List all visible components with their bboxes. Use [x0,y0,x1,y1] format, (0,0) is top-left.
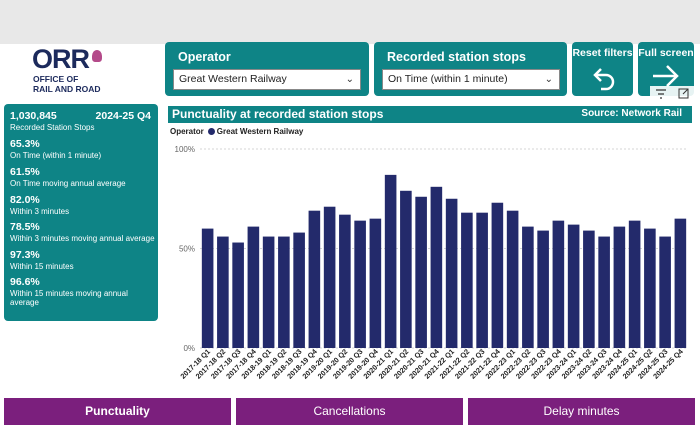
operator-dropdown[interactable]: Great Western Railway ⌄ [173,69,361,90]
tab-delay-minutes[interactable]: Delay minutes [468,398,695,425]
undo-arrow-icon [592,68,614,91]
chart-bar[interactable] [308,210,321,348]
legend-title: Operator [170,127,204,136]
kpi-period: 2024-25 Q4 [95,110,151,122]
chart-bar[interactable] [583,230,595,348]
kpi-label: Within 3 minutes [10,207,70,216]
chart-bar[interactable] [369,218,382,348]
orr-logo: ORR OFFICE OF RAIL AND ROAD [32,46,107,98]
reset-filters-button[interactable]: Reset filters [572,42,633,96]
arrow-right-icon [653,65,679,87]
chart-bar[interactable] [354,220,366,348]
chart-bar[interactable] [445,198,458,348]
chevron-down-icon: ⌄ [544,74,553,85]
chart-bar[interactable] [644,228,656,348]
kpi-label: Within 15 minutes moving annual average [10,289,128,307]
crest-icon [92,50,102,62]
chart-bar[interactable] [415,196,427,348]
expand-icon[interactable] [678,88,689,99]
chart-bar[interactable] [476,212,488,348]
kpi-panel: 2024-25 Q4 1,030,845 Recorded Station St… [4,104,158,321]
chart-bar[interactable] [232,242,244,348]
chart-bar[interactable] [384,174,397,348]
chart-bar[interactable] [278,236,290,348]
kpi-value: 61.5% [10,166,40,178]
kpi-value: 96.6% [10,276,40,288]
tab-cancellations[interactable]: Cancellations [236,398,463,425]
chart-bar[interactable] [293,232,305,348]
chevron-down-icon: ⌄ [345,74,354,85]
chart-bar[interactable] [613,226,626,348]
stops-dropdown-value: On Time (within 1 minute) [388,73,508,85]
chart-bar[interactable] [659,236,671,348]
chart-legend: Operator Great Western Railway [170,127,303,136]
filter-icon[interactable] [656,89,666,99]
chart-bar[interactable] [506,210,519,348]
kpi-value: 78.5% [10,221,40,233]
chart-bar[interactable] [262,236,275,348]
kpi-label: Within 15 minutes [10,262,74,271]
kpi-value: 1,030,845 [10,110,57,122]
y-tick-label: 50% [179,245,195,254]
stops-filter-panel: Recorded station stops On Time (within 1… [374,42,567,96]
kpi-value: 65.3% [10,138,40,150]
reset-filters-label: Reset filters [572,47,633,59]
chart-bar[interactable] [491,202,504,348]
y-tick-label: 100% [175,145,195,154]
chart-bar[interactable] [201,228,214,348]
full-screen-label: Full screen [638,47,694,59]
top-bar [0,0,700,44]
chart-source: Source: Network Rail [581,108,682,119]
chart-bar[interactable] [400,190,412,348]
chart-bar[interactable] [628,220,641,348]
kpi-value: 82.0% [10,194,40,206]
kpi-label: Within 3 minutes moving annual average [10,234,155,243]
tab-punctuality[interactable]: Punctuality [4,398,231,425]
chart-bar[interactable] [430,186,443,348]
operator-filter-label: Operator [178,50,231,64]
legend-marker [207,128,215,135]
y-tick-label: 0% [183,344,195,353]
operator-filter-panel: Operator Great Western Railway ⌄ [165,42,369,96]
chart-bar[interactable] [537,230,549,348]
chart-bar[interactable] [461,212,473,348]
chart-header: Punctuality at recorded station stops So… [168,106,692,123]
stops-filter-label: Recorded station stops [387,50,526,64]
kpi-label: On Time (within 1 minute) [10,151,102,160]
chart-bar[interactable] [552,220,565,348]
chart-bar[interactable] [323,206,336,348]
legend-series: Great Western Railway [216,127,304,136]
chart-bar[interactable] [217,236,229,348]
chart-bar[interactable] [339,214,351,348]
logo-text: OFFICE OF RAIL AND ROAD [33,74,101,94]
visual-header-icons [650,86,698,102]
chart-bar[interactable] [598,236,610,348]
kpi-label: Recorded Station Stops [10,123,95,132]
chart-bar[interactable] [674,218,687,348]
logo-mark: ORR [32,44,90,74]
chart-bar[interactable] [522,226,534,348]
kpi-value: 97.3% [10,249,40,261]
chart-bar[interactable] [247,226,260,348]
kpi-label: On Time moving annual average [10,179,126,188]
chart-title: Punctuality at recorded station stops [172,107,384,121]
chart-bar[interactable] [567,224,580,348]
operator-dropdown-value: Great Western Railway [179,73,287,85]
stops-dropdown[interactable]: On Time (within 1 minute) ⌄ [382,69,560,90]
